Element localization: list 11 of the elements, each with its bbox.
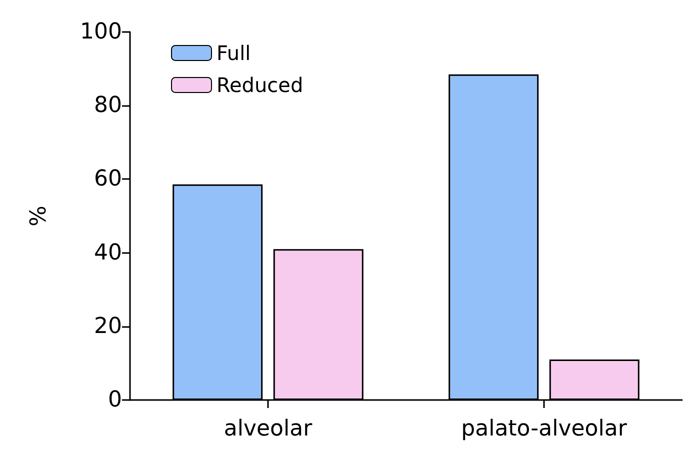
y-tick-label: 60	[94, 166, 122, 192]
y-tick-label: 40	[94, 240, 122, 266]
legend-label: Full	[216, 41, 251, 65]
y-tick-label: 80	[94, 93, 122, 118]
y-tick-label: 0	[108, 388, 122, 412]
y-tick-label: 20	[94, 314, 122, 339]
x-tick-label: alveolar	[224, 416, 314, 442]
y-axis-title: %	[26, 206, 52, 226]
y-tick-label: 100	[80, 20, 122, 44]
x-tick-label: palato-alveolar	[461, 416, 628, 442]
legend-label: Reduced	[216, 73, 304, 97]
